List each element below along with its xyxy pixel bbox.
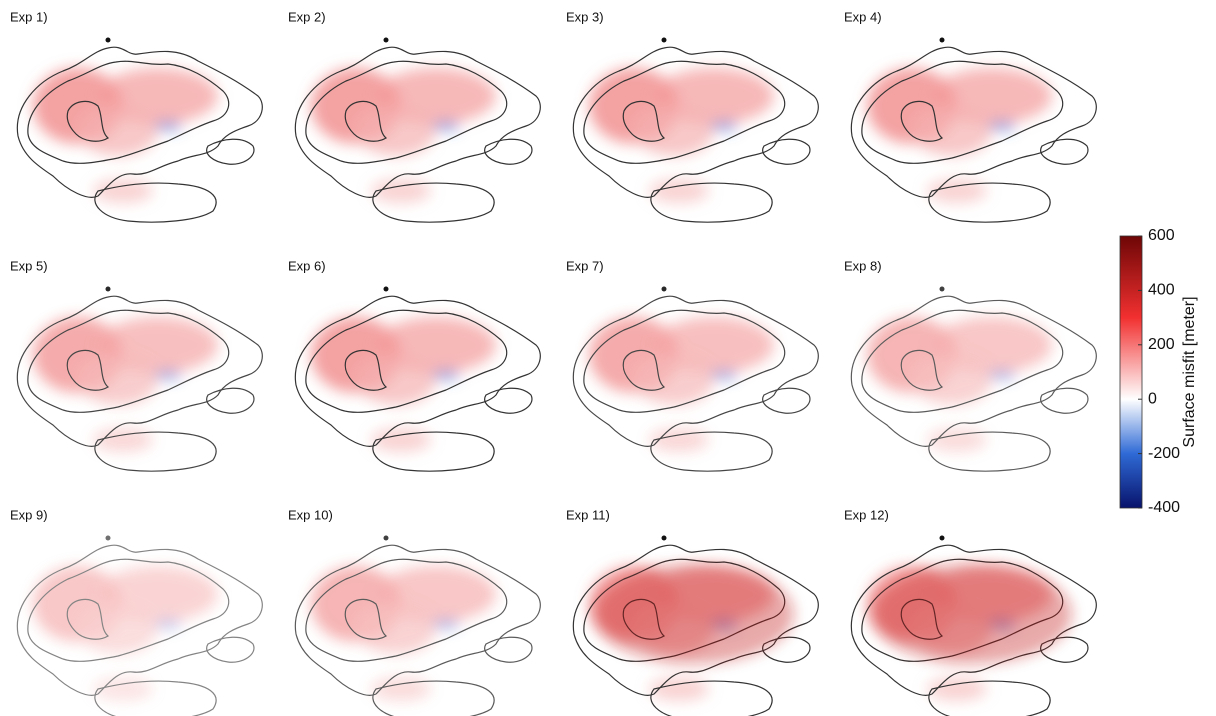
map-panel: [17, 38, 262, 223]
colorbar-tick-label: -400: [1148, 499, 1180, 516]
panel-label: Exp 5): [10, 258, 48, 273]
colorbar-tick-label: 200: [1148, 336, 1175, 353]
map-panel: [17, 287, 262, 472]
panel-label: Exp 1): [10, 9, 48, 24]
panel-label: Exp 9): [10, 507, 48, 522]
dark-misfit: [594, 564, 794, 664]
colorbar-tick-label: 0: [1148, 390, 1157, 407]
map: [573, 38, 818, 223]
panel-label: Exp 4): [844, 9, 882, 24]
map: [851, 287, 1096, 472]
panels: Exp 1) Exp 2) Exp 3) Exp 4) Exp 5) Exp 6) Exp …: [10, 9, 1096, 716]
map-panel: [295, 536, 540, 716]
map: [851, 38, 1096, 223]
map-panel: [295, 38, 540, 223]
panel-label: Exp 7): [566, 258, 604, 273]
map: [295, 38, 540, 223]
map-panel: [573, 536, 818, 716]
map: [295, 287, 540, 472]
panel-label: Exp 12): [844, 507, 889, 522]
map-panel: [851, 536, 1096, 716]
colorbar-tick-label: -200: [1148, 445, 1180, 462]
colorbar-tick-label: 600: [1148, 227, 1175, 244]
map: [17, 536, 262, 716]
dark-misfit: [872, 564, 1072, 664]
map: [573, 287, 818, 472]
panel-label: Exp 2): [288, 9, 326, 24]
map-panel: [851, 287, 1096, 472]
panel-label: Exp 10): [288, 507, 333, 522]
map-panel: [295, 287, 540, 472]
panel-label: Exp 3): [566, 9, 604, 24]
figure: Exp 1) Exp 2) Exp 3) Exp 4) Exp 5) Exp 6) Exp …: [0, 0, 1216, 716]
panel-label: Exp 8): [844, 258, 882, 273]
map: [17, 287, 262, 472]
map-panel: [17, 536, 262, 716]
panel-label: Exp 11): [566, 507, 610, 522]
map: [17, 38, 262, 223]
colorbar-tick-label: 400: [1148, 282, 1175, 299]
map: [295, 536, 540, 716]
colorbar: [1120, 236, 1142, 508]
map-panel: [851, 38, 1096, 223]
colorbar-label: Surface misfit [meter]: [1181, 296, 1198, 447]
map-panel: [573, 38, 818, 223]
map-panel: [573, 287, 818, 472]
panel-label: Exp 6): [288, 258, 326, 273]
